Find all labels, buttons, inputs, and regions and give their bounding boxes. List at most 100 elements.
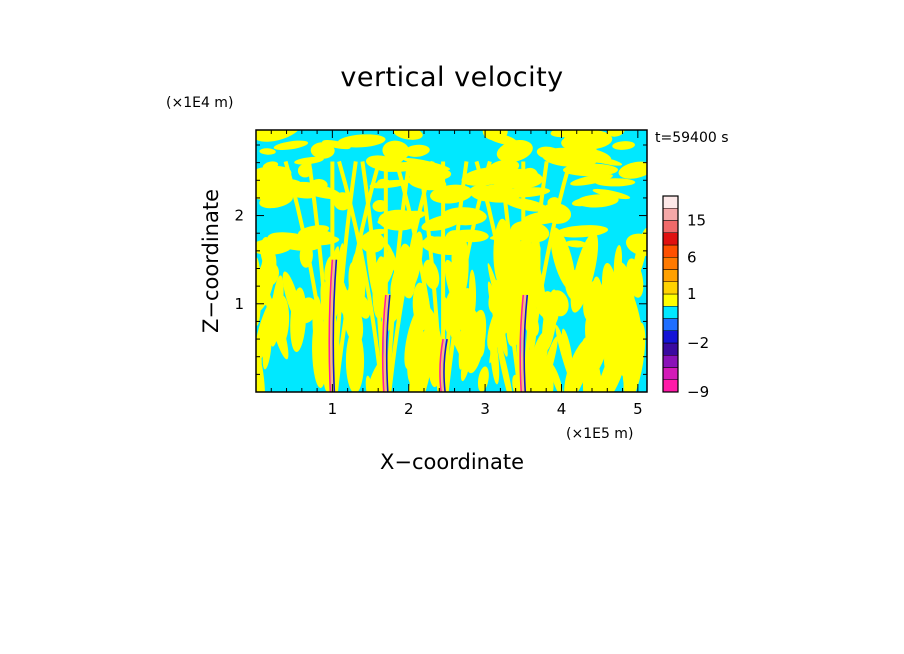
chart-title: vertical velocity [340,62,563,93]
strong-velocity-column [441,338,446,392]
updraft-region [402,157,451,171]
y-axis-ticks: 12 [234,144,647,375]
colorbar-band [662,257,679,270]
strong-velocity-column [439,338,444,392]
updraft-region [561,328,573,366]
updraft-region [532,336,558,392]
strong-velocity-column [330,259,336,392]
updraft-region [260,236,276,283]
updraft-region [259,148,276,155]
time-label: t=59400 s [655,130,729,146]
updraft-region [460,343,472,382]
updraft-region [592,188,631,200]
updraft-region [618,161,647,179]
updraft-region [487,133,518,146]
colorbar [662,195,679,393]
updraft-region [454,233,469,296]
updraft-region [337,134,386,148]
strong-velocity-column [519,294,525,392]
updraft-region [369,179,410,189]
updraft-region [487,263,512,341]
updraft-region [526,331,549,392]
updraft-region [294,156,324,165]
colorbar-labels: 15 6 1 −2 −9 [687,212,709,402]
updraft-region [576,148,612,164]
strong-velocity-column [383,294,389,392]
updraft-plume [332,161,358,392]
y-axis-title: Z−coordinate [199,189,223,333]
x-tick-label: 1 [328,400,338,418]
updraft-plume [474,160,522,392]
plot-frame [255,129,648,393]
updraft-plume [442,161,469,392]
updraft-region [345,328,365,392]
strong-velocity-column [443,338,448,392]
colorbar-label: −2 [687,334,709,352]
updraft-plume [283,160,331,392]
x-tick-label: 5 [633,400,643,418]
updraft-region [565,240,587,248]
updraft-plume [385,161,412,392]
updraft-region [310,142,335,159]
updraft-region [365,375,374,392]
x-unit-label: (×1E5 m) [566,426,633,442]
colorbar-band [662,269,679,282]
updraft-region [404,144,430,157]
colorbar-band [662,342,679,356]
updraft-region [273,140,309,151]
x-tick-label: 3 [480,400,490,418]
updraft-region [632,227,647,282]
velocity-field [256,130,647,392]
updraft-plume [524,160,573,392]
y-unit-label: (×1E4 m) [166,95,233,111]
colorbar-label: 6 [687,248,697,266]
updraft-region [601,262,620,328]
updraft-region [536,146,562,160]
strong-velocity-column [523,294,529,392]
strong-columns [328,259,529,392]
updraft-region [487,281,508,357]
colorbar-band [662,367,679,380]
updraft-region [622,339,640,392]
strong-velocity-column [328,259,334,392]
updraft-region [382,140,410,161]
y-tick-label: 2 [234,207,244,225]
updraft-region [549,363,563,392]
updraft-region [571,197,598,207]
colorbar-label: 15 [687,212,706,230]
x-tick-label: 4 [557,400,567,418]
strong-velocity-column [521,294,527,392]
updraft-region [256,181,288,201]
updraft-region [570,173,613,186]
updraft-region [404,305,425,370]
colorbar-band [662,293,679,307]
colorbar-label: 1 [687,285,697,303]
colorbar-band [662,244,679,258]
updraft-region [294,181,342,200]
y-tick-label: 1 [234,295,244,313]
updraft-region [542,289,558,352]
updraft-region [570,232,599,313]
updraft-region [496,333,514,392]
colorbar-band [662,379,679,393]
updraft-region [298,225,330,237]
x-tick-label: 2 [404,400,414,418]
colorbar-band [662,318,679,331]
updraft-region [290,287,307,353]
updraft-region [563,163,618,177]
colorbar-band [662,195,679,209]
updraft-region [550,227,576,291]
updraft-region [393,130,423,140]
updraft-region [612,141,635,150]
updraft-plume [394,160,442,392]
updraft-region [477,366,489,392]
updraft-plume [333,160,382,392]
updraft-region [490,333,500,385]
strong-velocity-column [385,294,391,392]
updraft-region [615,279,635,352]
colorbar-band [662,330,679,344]
updraft-region [405,343,433,392]
updraft-plume [417,161,444,392]
colorbar-band [662,355,679,368]
